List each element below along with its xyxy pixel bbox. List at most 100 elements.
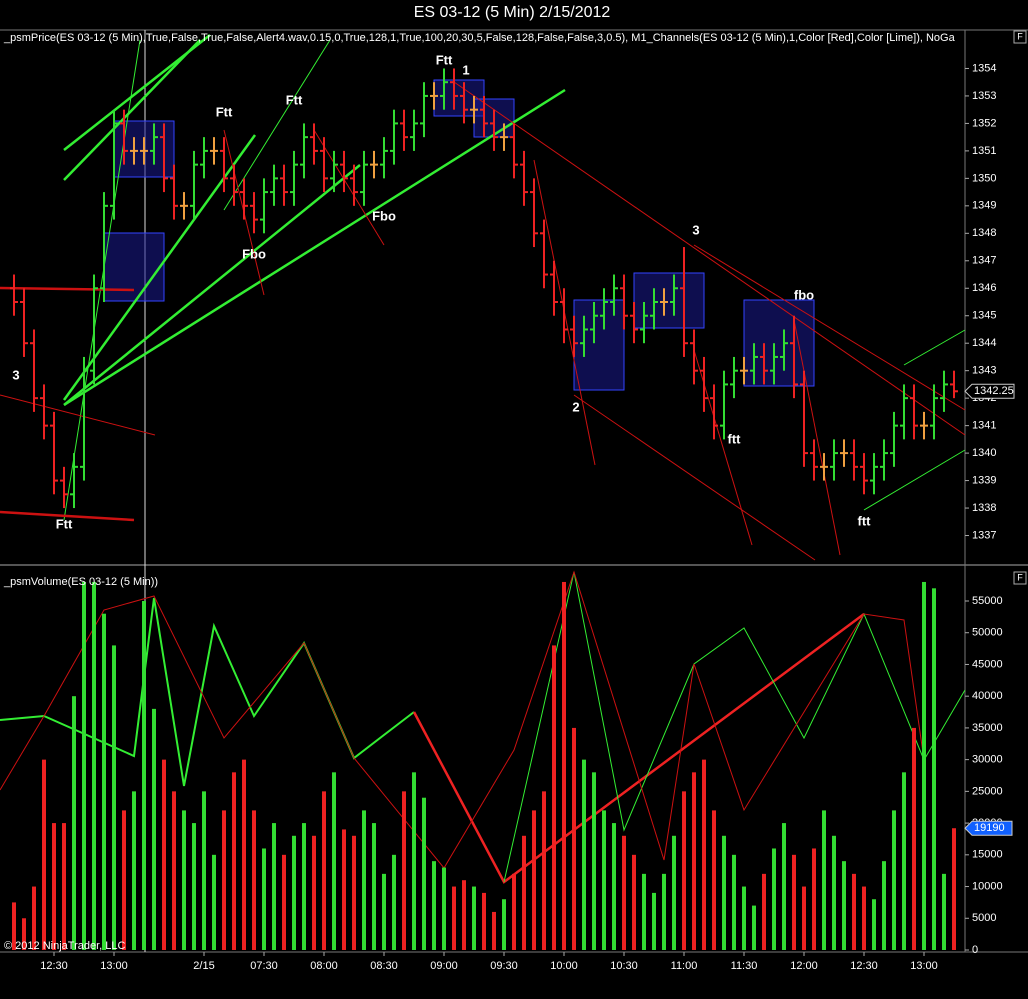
y-tick-label: 10000: [972, 880, 1003, 892]
y-tick-label: 1340: [972, 447, 996, 459]
volume-bar: [452, 886, 456, 950]
volume-bar: [112, 645, 116, 950]
x-tick-label: 07:30: [250, 960, 278, 972]
y-tick-label: 55000: [972, 595, 1003, 607]
channel-line: [693, 244, 966, 411]
y-tick-label: 1350: [972, 172, 996, 184]
last-price-marker: [964, 383, 1015, 399]
y-tick-label: 1345: [972, 310, 996, 322]
volume-bar: [862, 886, 866, 950]
volume-bar: [252, 810, 256, 950]
volume-bar: [822, 810, 826, 950]
y-tick-label: 1353: [972, 90, 996, 102]
volume-bar: [492, 911, 496, 950]
volume-bar: [872, 899, 876, 950]
volume-bar: [192, 823, 196, 950]
trend-line: [63, 39, 141, 521]
annotation: Ftt: [286, 92, 303, 107]
volume-bar: [172, 791, 176, 950]
trend-line: [223, 39, 331, 211]
volume-bar: [652, 892, 656, 950]
y-tick-label: 5000: [972, 912, 996, 924]
volume-bar: [802, 886, 806, 950]
x-tick-label: 12:30: [850, 960, 878, 972]
y-tick-label: 1344: [972, 337, 996, 349]
volume-bar: [442, 867, 446, 950]
volume-zigzag: [0, 570, 966, 884]
volume-bar: [382, 873, 386, 950]
volume-bar: [922, 581, 926, 950]
volume-bar: [462, 880, 466, 950]
trend-line: [63, 88, 566, 407]
volume-bar: [162, 759, 166, 950]
volume-bar: [502, 899, 506, 950]
panel-button-label[interactable]: F: [1017, 31, 1023, 41]
panel-button[interactable]: [1013, 30, 1027, 44]
annotation: fbo: [794, 287, 814, 302]
plot-area: 1337133813391340134113421343134413451346…: [10, 52, 1015, 972]
volume-bar: [662, 873, 666, 950]
volume-bar: [352, 835, 356, 950]
channel-line: [313, 129, 385, 246]
volume-bar: [272, 823, 276, 950]
volume-bar: [12, 902, 16, 950]
y-tick-label: 1347: [972, 255, 996, 267]
x-tick-label: 09:00: [430, 960, 458, 972]
volume-bar: [532, 810, 536, 950]
y-tick-label: 15000: [972, 849, 1003, 861]
volume-bar: [72, 696, 76, 950]
y-tick-label: 1352: [972, 117, 996, 129]
volume-bar: [762, 873, 766, 950]
volume-bar: [902, 772, 906, 950]
y-tick-label: 1341: [972, 420, 996, 432]
volume-bar: [372, 823, 376, 950]
trend-line: [63, 164, 361, 406]
y-tick-label: 35000: [972, 722, 1003, 734]
zigzag: [503, 571, 966, 883]
x-tick-label: 10:00: [550, 960, 578, 972]
trend-line: [903, 329, 966, 366]
volume-bar: [932, 588, 936, 950]
volume-bar: [552, 645, 556, 950]
y-tick-label: 30000: [972, 754, 1003, 766]
volume-panel-title: _psmVolume(ES 03-12 (5 Min)): [3, 576, 158, 588]
box: [573, 299, 625, 391]
volume-bar: [312, 835, 316, 950]
y-tick-label: 1338: [972, 502, 996, 514]
last-volume-marker: [964, 820, 1013, 836]
y-tick-label: 1349: [972, 200, 996, 212]
volume-bar: [712, 810, 716, 950]
annotation: ftt: [858, 513, 872, 528]
channel-line: [0, 286, 135, 292]
x-tick-label: 13:00: [100, 960, 128, 972]
annotation: 3: [692, 222, 699, 237]
volume-bar: [512, 873, 516, 950]
annotation: Fbo: [242, 246, 266, 261]
x-tick-label: 12:00: [790, 960, 818, 972]
channel-line: [573, 394, 816, 561]
volume-bar: [432, 861, 436, 950]
annotation: 2: [572, 399, 579, 414]
volume-bar: [392, 854, 396, 950]
y-tick-label: 1348: [972, 227, 996, 239]
volume-bar: [592, 772, 596, 950]
volume-bar: [772, 848, 776, 950]
volume-bar: [562, 581, 566, 950]
volume-bar: [182, 810, 186, 950]
annotation: Fbo: [372, 208, 396, 223]
volume-bar: [672, 835, 676, 950]
y-tick-label: 25000: [972, 785, 1003, 797]
panel-button-label[interactable]: F: [1017, 572, 1023, 582]
volume-bar: [582, 759, 586, 950]
y-tick-label: 1339: [972, 474, 996, 486]
volume-bar: [202, 791, 206, 950]
x-tick-label: 11:30: [731, 960, 758, 972]
annotation: Ftt: [436, 52, 453, 67]
channel-line: [0, 510, 135, 522]
volume-bar: [882, 861, 886, 950]
x-tick-label: 09:30: [490, 960, 518, 972]
y-tick-label: 1346: [972, 282, 996, 294]
panel-button[interactable]: [1013, 571, 1027, 585]
volume-bar: [292, 835, 296, 950]
volume-bar: [472, 886, 476, 950]
